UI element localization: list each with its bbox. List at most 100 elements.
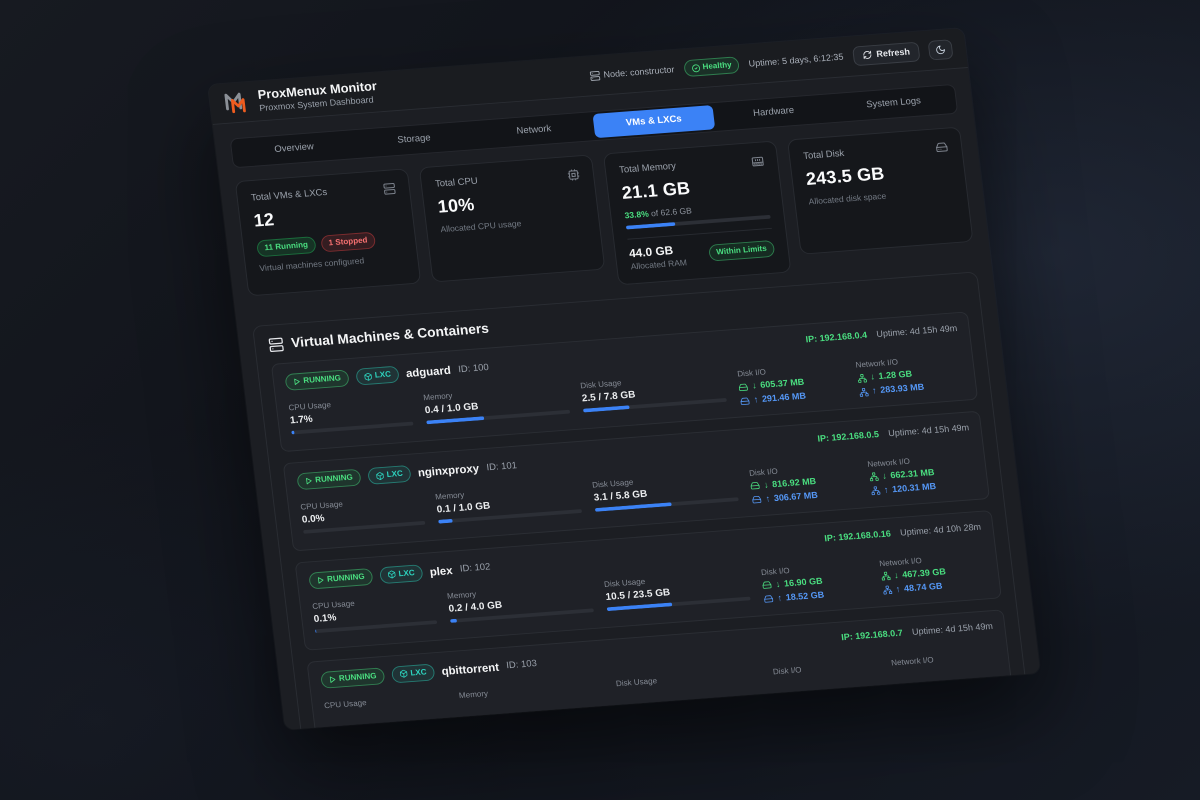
vm-count-value: 12 [252, 210, 276, 232]
vm-name: adguard [405, 363, 452, 381]
cpu-value: 10% [436, 195, 476, 218]
check-circle-icon [691, 63, 700, 72]
network-io-metric: Network I/O ↓ 1.28 GB ↑ [855, 357, 925, 397]
status-badge: RUNNING [308, 568, 374, 590]
memory-progress-fill [426, 416, 485, 425]
running-count-badge: 11 Running [256, 236, 317, 258]
health-badge: Healthy [682, 56, 741, 78]
brand: ProxMenux Monitor Proxmox System Dashboa… [222, 79, 379, 117]
disk-progress-fill [594, 502, 672, 512]
network-icon [857, 373, 868, 383]
disk-io-metric: Disk I/O ↓ ↑ [772, 664, 802, 677]
refresh-button[interactable]: Refresh [851, 41, 921, 66]
tab-system-logs[interactable]: System Logs [832, 87, 955, 120]
vm-uptime: Uptime: 4d 15h 49m [911, 621, 994, 638]
memory-percent: 33.8% [624, 209, 650, 221]
disk-value: 243.5 GB [804, 164, 886, 190]
play-icon [304, 477, 312, 485]
lxc-type-badge: LXC [366, 465, 412, 485]
tab-network[interactable]: Network [473, 114, 596, 147]
memory-of-total: of 62.6 GB [650, 206, 693, 219]
cpu-usage-metric: CPU Usage 1.7% [288, 394, 414, 440]
network-icon [882, 585, 893, 595]
vm-row: RUNNING LXC qbittorrent ID: 103 IP: 192.… [306, 609, 1014, 730]
vm-uptime: Uptime: 4d 15h 49m [875, 323, 958, 340]
cpu-progress-fill [291, 430, 295, 435]
cpu-icon [567, 169, 581, 182]
stopped-count-badge: 1 Stopped [320, 231, 377, 253]
stat-cards: Total VMs & LXCs 12 11 Running 1 Stopped… [234, 126, 976, 313]
disk-io-metric: Disk I/O ↓ 816.92 MB ↑ [748, 466, 819, 505]
card-total-cpu: Total CPU 10% Allocated CPU usage [418, 154, 606, 283]
hard-drive-icon [740, 396, 751, 406]
memory-icon [751, 155, 765, 168]
disk-io-metric: Disk I/O ↓ 16.90 GB ↑ [760, 565, 825, 604]
memory-metric: Memory 0.4 / 1.0 GB [423, 382, 571, 430]
hard-drive-icon [935, 141, 949, 154]
system-status-bar: Node: constructor Healthy Uptime: 5 days… [588, 38, 954, 86]
download-arrow: ↓ [751, 380, 758, 392]
card-label: Total Disk [802, 148, 845, 162]
play-icon [316, 576, 324, 584]
disk-io-write-value: 18.52 GB [785, 589, 825, 604]
vm-ip: IP: 192.168.0.5 [816, 429, 880, 445]
disk-usage-metric: Disk Usage [615, 668, 763, 711]
lxc-type-badge: LXC [390, 663, 436, 684]
tab-vms-lxcs[interactable]: VMs & LXCs [592, 105, 716, 139]
vm-section: Virtual Machines & Containers RUNNING [252, 271, 1029, 730]
moon-icon [935, 44, 947, 55]
status-badge: RUNNING [296, 468, 362, 491]
network-io-metric: Network I/O ↓ 467.39 GB ↑ [878, 555, 947, 595]
download-arrow: ↓ [775, 579, 781, 590]
memory-progress-fill [449, 618, 458, 623]
hard-drive-icon [752, 495, 763, 505]
vm-name: qbittorrent [440, 660, 500, 678]
node-indicator: Node: constructor [589, 64, 675, 81]
download-arrow: ↓ [869, 371, 876, 383]
upload-arrow: ↑ [765, 493, 771, 505]
refresh-icon [862, 50, 873, 60]
lxc-type-badge: LXC [378, 564, 424, 585]
vm-ip: IP: 192.168.0.4 [805, 330, 868, 346]
node-label: Node: constructor [602, 64, 675, 81]
status-badge: RUNNING [320, 667, 386, 689]
tab-storage[interactable]: Storage [353, 123, 476, 156]
theme-toggle-button[interactable] [927, 38, 954, 61]
vm-id: ID: 103 [505, 658, 538, 672]
disk-usage-metric: Disk Usage 2.5 / 7.8 GB [580, 370, 728, 418]
hard-drive-icon [750, 481, 761, 491]
vm-id: ID: 102 [459, 562, 492, 575]
hard-drive-icon [762, 580, 773, 590]
download-arrow: ↓ [763, 480, 770, 491]
net-io-up-value: 48.74 GB [903, 581, 944, 595]
memory-progress-fill [437, 518, 453, 524]
disk-io-read-value: 816.92 MB [771, 476, 817, 490]
card-total-disk: Total Disk 243.5 GB Allocated disk space [787, 126, 974, 255]
cpu-usage-metric: CPU Usage 0.1% [312, 592, 438, 638]
card-total-memory: Total Memory 21.1 GB 33.8% of 62.6 GB 44 [602, 140, 792, 286]
box-icon [399, 670, 408, 679]
disk-progress-fill [583, 405, 630, 413]
vm-name: nginxproxy [417, 461, 480, 480]
tab-overview[interactable]: Overview [233, 132, 356, 165]
server-icon [589, 70, 601, 81]
box-icon [375, 471, 384, 480]
box-icon [363, 372, 372, 381]
network-io-metric: Network I/O ↓ 662.31 MB ↑ [866, 456, 937, 496]
net-io-down-value: 1.28 GB [878, 369, 913, 382]
memory-progress-fill [625, 222, 676, 230]
net-io-up-value: 283.93 MB [879, 382, 925, 396]
vm-ip: IP: 192.168.0.16 [823, 528, 892, 545]
card-label: Total Memory [618, 161, 677, 176]
hard-drive-icon [738, 382, 749, 392]
dashboard-window: ProxMenux Monitor Proxmox System Dashboa… [208, 28, 1041, 730]
card-label: Total VMs & LXCs [250, 187, 328, 204]
net-io-down-value: 662.31 MB [889, 467, 936, 482]
vm-id: ID: 101 [485, 460, 518, 473]
disk-usage-metric: Disk Usage 3.1 / 5.8 GB [592, 469, 740, 517]
card-caption: Allocated disk space [808, 191, 887, 207]
network-icon [880, 571, 891, 581]
vm-ip: IP: 192.168.0.7 [840, 628, 904, 643]
disk-progress-fill [606, 602, 672, 611]
tab-hardware[interactable]: Hardware [712, 96, 835, 129]
